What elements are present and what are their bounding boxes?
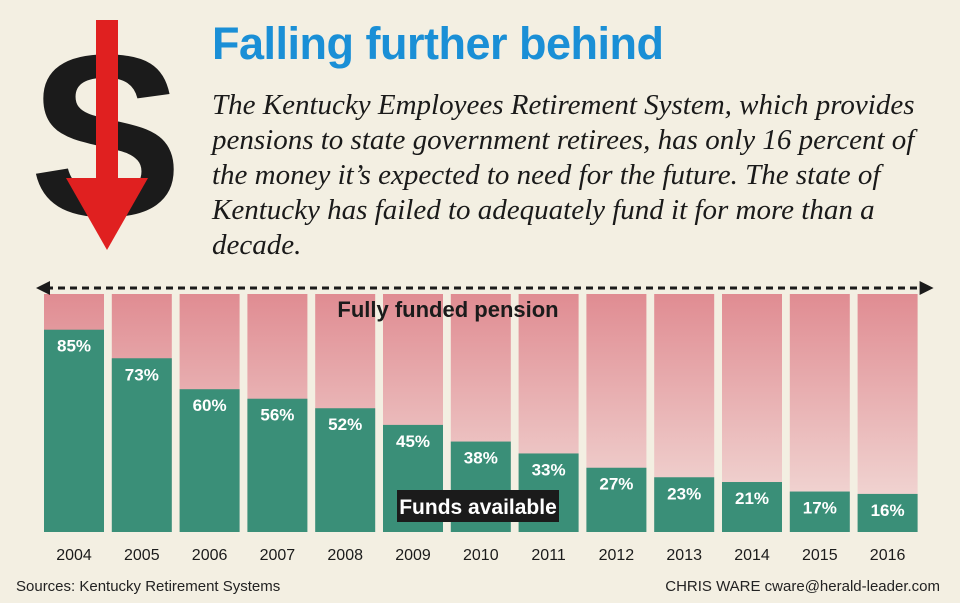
x-tick-2007: 2007 (260, 547, 296, 564)
funded-bar-2005 (111, 358, 172, 532)
value-label-2004: 85% (57, 337, 91, 356)
funds-available-label: Funds available (399, 496, 557, 519)
x-tick-2011: 2011 (531, 547, 566, 564)
x-tick-2012: 2012 (599, 547, 635, 564)
x-tick-2004: 2004 (56, 547, 92, 564)
x-tick-2006: 2006 (192, 547, 228, 564)
x-tick-2015: 2015 (802, 547, 838, 564)
funded-bar-2008 (315, 408, 376, 532)
funded-bar-2016 (857, 493, 918, 532)
value-label-2006: 60% (193, 396, 227, 415)
value-label-2007: 56% (260, 406, 294, 425)
sources-note: Sources: Kentucky Retirement Systems (16, 578, 281, 595)
x-tick-2014: 2014 (734, 547, 770, 564)
x-tick-2005: 2005 (124, 547, 160, 564)
value-label-2014: 21% (735, 489, 769, 508)
x-tick-2009: 2009 (395, 547, 431, 564)
funded-bar-2012 (586, 467, 647, 532)
value-label-2016: 16% (871, 501, 905, 520)
left-arrowhead-icon (36, 281, 50, 295)
funded-bar-2006 (179, 389, 240, 532)
value-label-2015: 17% (803, 499, 837, 518)
bar-chart: 85%73%60%56%52%45%38%33%27%23% 21%17% 16% … (36, 281, 934, 564)
funds-available-box (397, 490, 559, 522)
funded-bar-2004 (44, 329, 104, 532)
funded-bar-2015 (789, 491, 850, 532)
chart-title: Falling further behind (212, 18, 664, 69)
dollar-sign-down-arrow-icon: S (29, 10, 182, 260)
funded-bar-2007 (247, 398, 308, 532)
chart-subtitle: The Kentucky Employees Retirement System… (212, 89, 915, 261)
value-label-2005: 73% (125, 365, 159, 384)
funded-bar-2014 (722, 482, 782, 532)
value-label-2011: 33% (532, 460, 566, 479)
unfunded-bar-2016 (857, 294, 918, 532)
value-label-2009: 45% (396, 432, 430, 451)
value-label-2008: 52% (328, 415, 362, 434)
value-label-2013: 23% (667, 484, 701, 503)
x-tick-2013: 2013 (666, 547, 702, 564)
x-tick-2010: 2010 (463, 547, 499, 564)
value-label-2010: 38% (464, 449, 498, 468)
x-tick-2008: 2008 (327, 547, 363, 564)
x-tick-2016: 2016 (870, 547, 906, 564)
right-arrowhead-icon (919, 281, 934, 295)
fully-funded-label: Fully funded pension (337, 297, 558, 322)
funded-bar-2013 (654, 477, 715, 532)
credit-note: CHRIS WARE cware@herald-leader.com (665, 578, 940, 595)
value-label-2012: 27% (599, 475, 633, 494)
